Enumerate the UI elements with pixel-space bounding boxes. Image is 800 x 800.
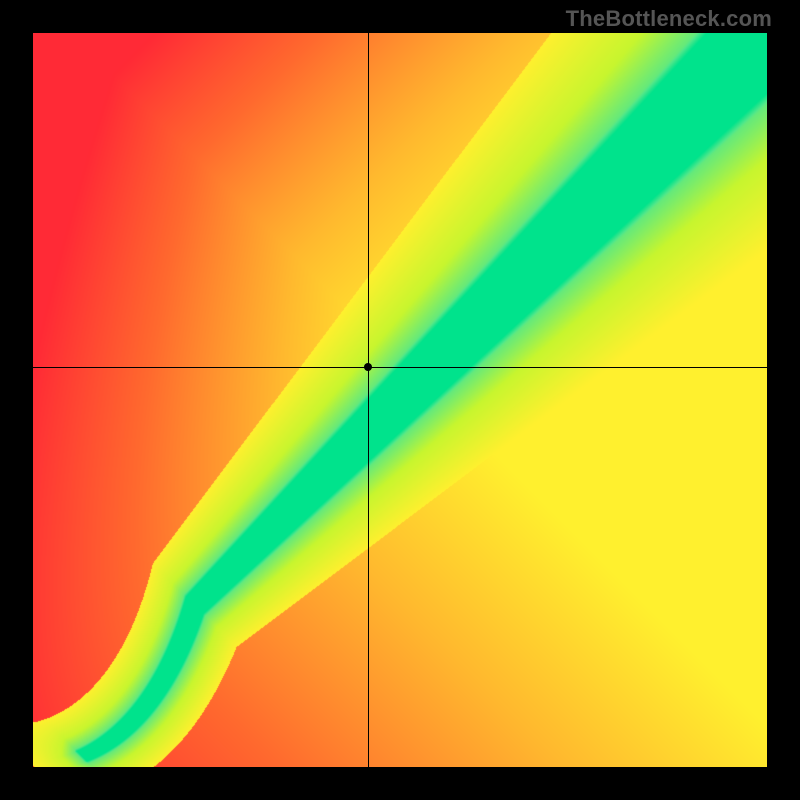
chart-container: { "attribution": { "text": "TheBottlenec…	[0, 0, 800, 800]
crosshair-point	[364, 363, 372, 371]
bottleneck-heatmap	[33, 33, 767, 767]
crosshair-vertical	[368, 33, 369, 767]
attribution-text: TheBottleneck.com	[566, 6, 772, 32]
crosshair-horizontal	[33, 367, 767, 368]
